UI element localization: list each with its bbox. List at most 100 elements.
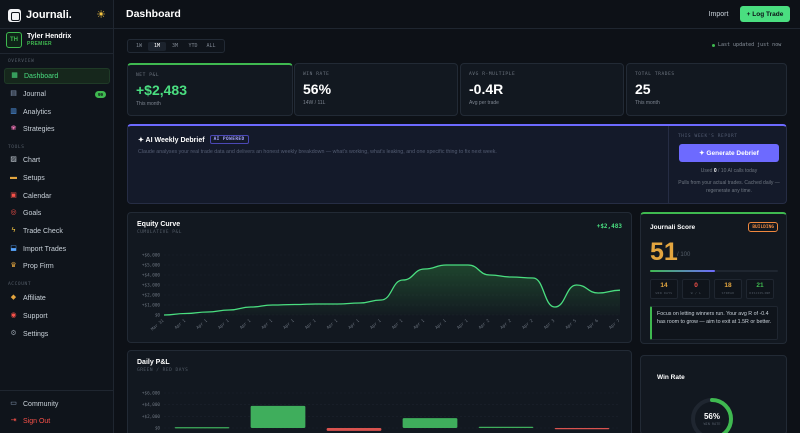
sidebar-item-strategies[interactable]: ❀ Strategies xyxy=(4,121,110,137)
sub-score: 21 DISCIPLINE xyxy=(746,279,774,299)
usage-count: 0 xyxy=(713,168,717,174)
equity-curve-chart: +$6,000 +$5,000 +$4,000 +$3,000 +$2,000 +$1,0… xyxy=(142,253,621,332)
debrief-note: Pulls from your actual trades. Cached da… xyxy=(678,180,780,194)
score-progress-fill xyxy=(650,270,716,272)
sidebar-item-affiliate[interactable]: ◆ Affiliate xyxy=(4,290,110,306)
tab-ytd[interactable]: YTD xyxy=(188,43,198,49)
x-tick-label: Apr 1 xyxy=(369,318,382,330)
book-icon: ▤ xyxy=(10,90,17,97)
sidebar-item-label: Trade Check xyxy=(23,227,63,235)
journal-score-card: Journali Score BUILDING 51 / 100 14 WIN … xyxy=(640,212,787,344)
sidebar-item-sign-out[interactable]: ⇥ Sign Out xyxy=(4,413,110,429)
tab-all[interactable]: ALL xyxy=(206,43,216,49)
divider xyxy=(0,53,114,54)
sidebar-item-dashboard[interactable]: ▦ Dashboard xyxy=(4,68,110,84)
sidebar-item-label: Dashboard xyxy=(24,72,59,80)
sub-score-label: W / L xyxy=(690,291,702,295)
sub-score: 0 W / L xyxy=(682,279,710,299)
x-tick-label: Apr 1 xyxy=(391,318,404,330)
sidebar-item-journal[interactable]: ▤ Journal 99 xyxy=(4,86,110,102)
equity-curve-card: Equity Curve CUMULATIVE P&L +$2,483 +$6,… xyxy=(127,212,632,343)
bar-chart-icon: ▥ xyxy=(10,108,17,115)
sidebar-item-label: Settings xyxy=(23,330,49,338)
bar-negative xyxy=(326,428,382,431)
y-tick-label: +$4,000 xyxy=(142,402,161,408)
y-tick-label: +$2,000 xyxy=(142,293,161,299)
sidebar-item-trade-check[interactable]: ϟ Trade Check xyxy=(4,223,110,239)
x-tick-label: Apr 7 xyxy=(608,318,621,330)
lifebuoy-icon: ◉ xyxy=(10,312,17,319)
sidebar-item-goals[interactable]: ◎ Goals xyxy=(4,205,110,221)
x-tick-label: Apr 6 xyxy=(586,318,599,330)
sidebar-item-settings[interactable]: ⚙ Settings xyxy=(4,326,110,342)
x-tick-label: Apr 1 xyxy=(217,318,230,330)
target-icon: ◎ xyxy=(10,209,17,216)
bar-positive xyxy=(250,405,306,428)
chart-subtitle: GREEN / RED DAYS xyxy=(137,368,189,373)
tab-1m[interactable]: 1M xyxy=(148,41,166,51)
sub-score-label: STREAK xyxy=(721,291,735,295)
debrief-description: Claude analyses your real trade data and… xyxy=(138,149,497,155)
sidebar-item-support[interactable]: ◉ Support xyxy=(4,308,110,324)
x-tick-label: Apr 5 xyxy=(564,318,577,330)
x-tick-label: Apr 1 xyxy=(173,318,186,330)
sidebar-item-analytics[interactable]: ▥ Analytics xyxy=(4,104,110,120)
sidebar-item-label: Affiliate xyxy=(23,294,46,302)
tab-1w[interactable]: 1W xyxy=(135,43,143,49)
y-tick-label: $0 xyxy=(155,313,161,319)
y-tick-label: +$5,000 xyxy=(142,263,161,269)
sidebar-item-setups[interactable]: ▬ Setups xyxy=(4,170,110,186)
grid-icon: ▦ xyxy=(11,72,18,79)
x-tick-label: Apr 1 xyxy=(239,318,252,330)
ticket-icon: ▬ xyxy=(10,174,17,181)
win-rate-ring xyxy=(691,398,733,433)
stat-sub: 14W / 11L xyxy=(303,100,326,106)
trophy-icon: ♛ xyxy=(10,262,17,269)
win-rate-card: Win Rate 56% WIN RATE xyxy=(640,355,787,433)
theme-toggle-sun-icon[interactable]: ☀ xyxy=(96,8,106,21)
score-status-badge: BUILDING xyxy=(748,222,778,232)
sidebar-item-label: Support xyxy=(23,312,48,320)
daily-pnl-chart: +$6,000 +$4,000 +$2,000 $0 xyxy=(142,391,620,432)
sidebar-item-label: Import Trades xyxy=(23,245,67,253)
sub-score-value: 14 xyxy=(660,282,668,289)
chart-title: Daily P&L xyxy=(137,359,170,366)
y-tick-label: +$6,000 xyxy=(142,253,161,259)
win-rate-title: Win Rate xyxy=(657,374,685,381)
x-tick-label: Apr 2 xyxy=(499,318,512,330)
debrief-actions: THIS WEEK'S REPORT ✦ Generate Debrief Us… xyxy=(668,126,788,204)
import-button[interactable]: Import xyxy=(708,10,729,18)
stat-value: -0.4R xyxy=(469,81,504,97)
x-tick-label: Apr 2 xyxy=(477,318,490,330)
stat-card-avg-r: AVG R-MULTIPLE -0.4R Avg per trade xyxy=(460,63,624,116)
user-profile[interactable]: TH Tyler Hendrix PREMIER xyxy=(6,32,71,48)
stat-card-win-rate: WIN RATE 56% 14W / 11L xyxy=(294,63,458,116)
x-tick-label: Apr 1 xyxy=(434,318,447,330)
brain-icon: ❀ xyxy=(10,125,17,132)
tab-3m[interactable]: 3M xyxy=(171,43,179,49)
x-tick-label: Mar 31 xyxy=(150,318,165,332)
x-tick-label: Apr 1 xyxy=(282,318,295,330)
stat-value: 56% xyxy=(303,81,332,97)
sidebar-item-prop-firm[interactable]: ♛ Prop Firm xyxy=(4,258,110,274)
sidebar-item-chart[interactable]: ▨ Chart xyxy=(4,152,110,168)
bar-positive xyxy=(174,427,230,429)
chart-icon: ▨ xyxy=(10,156,17,163)
stat-sub: This month xyxy=(136,101,161,107)
gear-icon: ⚙ xyxy=(10,330,17,337)
y-tick-label: +$4,000 xyxy=(142,273,161,279)
x-tick-label: Apr 3 xyxy=(543,318,556,330)
chart-subtitle: CUMULATIVE P&L xyxy=(137,230,182,235)
app-logo[interactable]: Journali. ☀ xyxy=(8,7,106,23)
sidebar-item-calendar[interactable]: ▣ Calendar xyxy=(4,188,110,204)
x-tick-label: Apr 2 xyxy=(521,318,534,330)
chat-icon: ▭ xyxy=(10,400,17,407)
sidebar-item-label: Goals xyxy=(23,209,42,217)
log-trade-button[interactable]: + Log Trade xyxy=(740,6,790,22)
sidebar-item-import-trades[interactable]: ⬓ Import Trades xyxy=(4,241,110,257)
y-tick-label: +$1,000 xyxy=(142,303,161,309)
ai-powered-badge: AI POWERED xyxy=(209,135,249,144)
stat-label: WIN RATE xyxy=(303,72,330,77)
sidebar-item-community[interactable]: ▭ Community xyxy=(4,396,110,412)
generate-debrief-button[interactable]: ✦ Generate Debrief xyxy=(679,144,779,162)
